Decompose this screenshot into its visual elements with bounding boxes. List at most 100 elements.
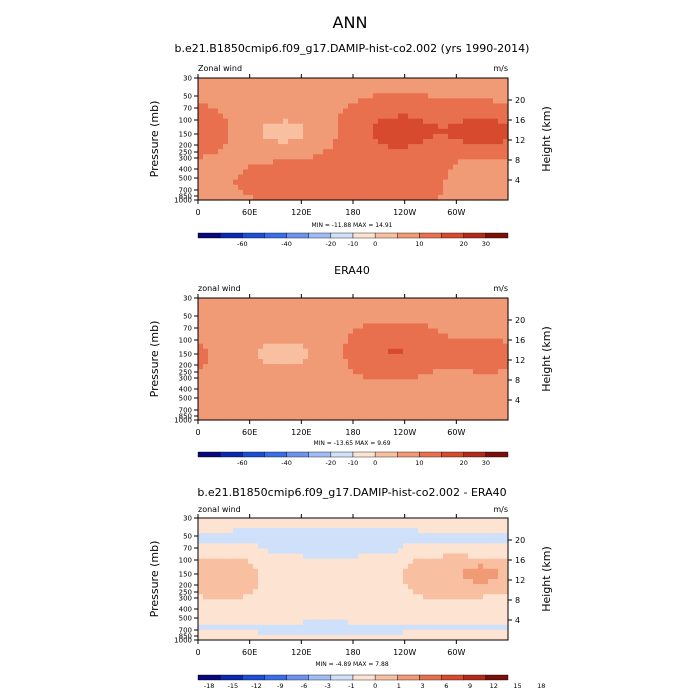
field-cell (373, 553, 379, 560)
field-cell (313, 409, 319, 416)
field-cell (428, 184, 434, 191)
field-cell (438, 518, 444, 524)
field-cell (473, 369, 479, 375)
field-cell (353, 518, 359, 524)
field-cell (503, 614, 509, 621)
field-cell (413, 634, 419, 641)
field-cell (473, 343, 479, 350)
field-cell (388, 384, 394, 391)
field-cell (313, 579, 319, 585)
field-cell (208, 553, 214, 560)
field-cell (313, 308, 319, 314)
field-cell (408, 384, 414, 391)
colorbar-label: -20 (326, 459, 337, 467)
field-cell (288, 78, 294, 84)
field-cell (283, 573, 289, 580)
field-cell (273, 609, 279, 616)
field-cell (493, 404, 499, 411)
field-cell (268, 144, 274, 150)
field-cell (293, 343, 299, 350)
field-cell (393, 353, 399, 360)
field-cell (468, 149, 474, 155)
field-cell (373, 298, 379, 304)
field-cell (358, 579, 364, 585)
field-cell (308, 518, 314, 524)
field-cell (348, 103, 354, 110)
field-cell (358, 589, 364, 595)
field-cell (213, 169, 219, 176)
field-cell (453, 118, 459, 125)
field-cell (363, 599, 369, 606)
field-cell (458, 139, 464, 145)
field-cell (328, 629, 334, 636)
field-cell (213, 518, 219, 524)
field-cell (433, 364, 439, 370)
field-cell (298, 414, 304, 421)
field-cell (468, 348, 474, 355)
field-cell (208, 579, 214, 585)
colorbar-swatch (264, 674, 287, 681)
field-cell (288, 169, 294, 176)
field-cell (273, 113, 279, 120)
field-cell (213, 194, 219, 201)
field-cell (293, 174, 299, 181)
field-cell (293, 103, 299, 110)
field-cell (408, 333, 414, 340)
field-cell (243, 328, 249, 335)
field-cell (388, 538, 394, 545)
field-cell (283, 194, 289, 201)
field-cell (293, 169, 299, 176)
field-cell (413, 614, 419, 621)
field-cell (388, 399, 394, 406)
field-cell (408, 553, 414, 560)
field-cell (458, 543, 464, 550)
field-cell (313, 194, 319, 201)
field-cell (378, 154, 384, 160)
field-cell (208, 149, 214, 155)
field-cell (198, 154, 204, 160)
field-cell (433, 558, 439, 565)
field-cell (293, 184, 299, 191)
field-cell (458, 353, 464, 360)
field-cell (243, 399, 249, 406)
field-cell (488, 379, 494, 386)
field-cell (423, 573, 429, 580)
field-cell (398, 103, 404, 110)
field-cell (258, 328, 264, 335)
field-cell (228, 568, 234, 575)
field-cell (228, 78, 234, 84)
field-cell (288, 113, 294, 120)
field-cell (258, 629, 264, 636)
field-cell (443, 179, 449, 186)
field-cell (263, 369, 269, 375)
field-cell (228, 98, 234, 105)
field-cell (228, 93, 234, 99)
field-cell (428, 313, 434, 319)
field-cell (348, 113, 354, 120)
field-cell (228, 538, 234, 545)
field-cell (288, 348, 294, 355)
field-cell (213, 348, 219, 355)
field-cell (323, 609, 329, 616)
field-cell (383, 343, 389, 350)
field-cell (268, 343, 274, 350)
field-cell (448, 328, 454, 335)
field-cell (203, 523, 209, 529)
field-cell (203, 144, 209, 150)
field-cell (433, 523, 439, 529)
field-cell (493, 579, 499, 585)
field-cell (218, 634, 224, 641)
field-cell (233, 548, 239, 555)
field-cell (413, 374, 419, 380)
field-cell (398, 538, 404, 545)
field-cell (213, 118, 219, 125)
field-cell (343, 523, 349, 529)
field-cell (488, 113, 494, 120)
field-cell (478, 414, 484, 421)
field-cell (443, 359, 449, 365)
field-cell (323, 594, 329, 600)
field-cell (233, 523, 239, 529)
field-cell (233, 194, 239, 201)
y-tick-label: 400 (179, 166, 192, 174)
field-cell (223, 364, 229, 370)
